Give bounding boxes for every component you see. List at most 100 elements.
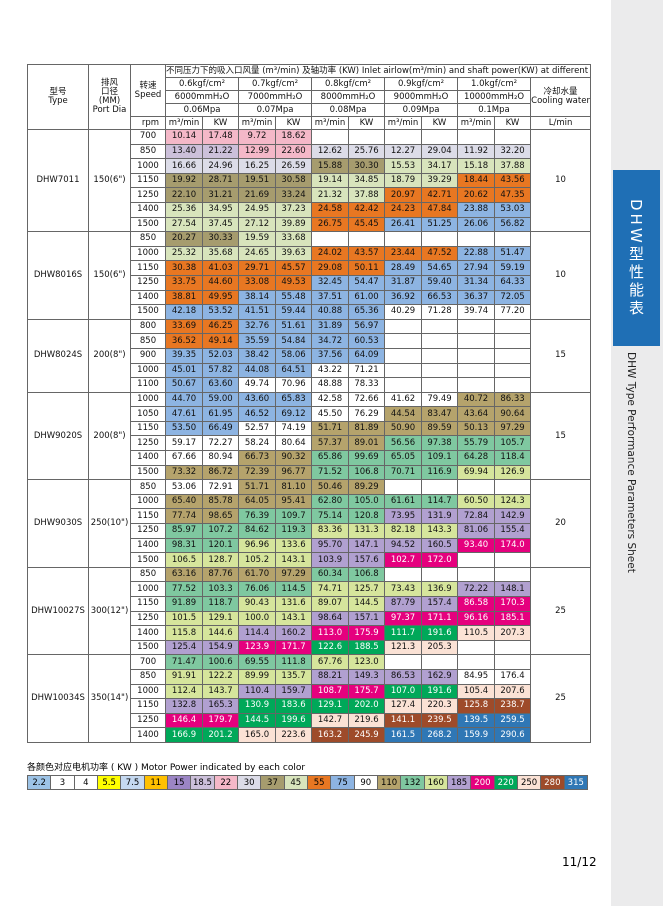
legend-item: 11 [143,775,168,790]
shaft-power: 66.53 [421,289,458,306]
shaft-power: 155.4 [494,523,531,539]
shaft-power: 56.82 [494,216,531,233]
airflow: 15.88 [311,158,349,174]
empty-cell [494,333,531,349]
shaft-power: 41.03 [202,260,239,276]
shaft-power: 135.7 [275,668,312,685]
airflow: 51.71 [238,479,276,495]
data-row: 1150 77.74 98.65 76.39 109.7 75.14 120.8 73.95 1… [28,508,591,525]
data-row: 1250 33.75 44.60 33.08 49.53 32.45 54.47 31.87 5… [28,274,591,291]
shaft-power: 245.9 [348,727,385,743]
shaft-power: 61.00 [348,289,385,306]
shaft-power: 105.7 [494,435,531,452]
shaft-power: 99.69 [348,450,385,466]
shaft-power: 80.64 [275,435,312,452]
empty-cell [384,129,422,145]
airflow: 55.79 [457,435,495,452]
shaft-power: 39.29 [421,172,458,189]
empty-cell [457,654,495,670]
data-row: 1100 50.67 63.60 49.74 70.96 48.88 78.33 [28,377,591,393]
shaft-power: 39.89 [275,216,312,233]
airflow: 93.40 [457,537,495,554]
shaft-power: 63.60 [202,377,239,393]
shaft-power: 44.60 [202,274,239,291]
airflow: 22.88 [457,245,495,262]
rpm: 850 [130,143,166,160]
airflow: 106.5 [165,552,203,568]
airflow: 18.79 [384,172,422,189]
shaft-power: 109.1 [421,450,458,466]
data-row: 900 39.35 52.03 38.42 58.06 37.56 64.09 [28,347,591,364]
legend-item: 45 [283,775,308,790]
airflow: 43.22 [311,362,349,379]
shaft-power: 64.33 [494,274,531,291]
airflow: 107.0 [384,683,422,700]
empty-cell [421,347,458,364]
rpm: 1400 [130,537,166,554]
shaft-power: 54.84 [275,333,312,349]
data-row: 850 91.91 122.2 89.99 135.7 88.21 149.3 86.53 16… [28,668,591,685]
shaft-power: 157.6 [348,552,385,568]
shaft-power: 59.44 [275,304,312,320]
shaft-power: 199.6 [275,712,312,729]
rpm: 1500 [130,304,166,320]
shaft-power: 148.1 [494,581,531,597]
legend-item: 22 [213,775,238,790]
text: 型号 [49,87,67,98]
shaft-power: 144.5 [348,596,385,612]
rpm: 850 [130,231,166,247]
data-row: 1400 98.31 120.1 96.96 133.6 95.70 147.1 94.52 1… [28,537,591,554]
airflow: 9.72 [238,129,276,145]
shaft-power: 53.03 [494,201,531,218]
airflow: 43.64 [457,406,495,422]
shaft-power: 131.9 [421,508,458,525]
airflow: 73.95 [384,508,422,525]
empty-cell [494,566,531,583]
shaft-power: 70.96 [275,377,312,393]
shaft-power: 96.77 [275,464,312,481]
shaft-power: 81.89 [348,420,385,437]
shaft-power: 79.49 [421,391,458,408]
cooling-header: 冷却水量 Cooling water [529,77,592,117]
shaft-power: 100.6 [202,654,239,670]
rpm: 850 [130,668,166,685]
empty-cell [384,479,422,495]
legend-item: 160 [423,775,448,790]
airflow: 42.18 [165,304,203,320]
rpm: 1400 [130,201,166,218]
empty-cell [348,129,385,145]
shaft-power: 56.97 [348,318,385,335]
shaft-power: 239.5 [421,712,458,729]
airflow: 61.61 [384,493,422,510]
shaft-power: 47.84 [421,201,458,218]
shaft-power: 174.0 [494,537,531,554]
unit-power: KW [202,116,239,130]
pressure-mmh2o: 8000mmH₂O [311,90,385,104]
unit-flow: m³/min [238,116,276,130]
airflow: 60.34 [311,566,349,583]
shaft-power: 78.33 [348,377,385,393]
airflow: 82.18 [384,523,422,539]
shaft-power: 97.29 [494,420,531,437]
airflow: 19.92 [165,172,203,189]
data-row: DHW7011 150(6") 700 10.14 17.48 9.72 18.62 10 [27,128,592,233]
shaft-power: 129.1 [202,610,239,627]
data-row: DHW10027S 300(12") 850 63.16 87.76 61.70 97.29… [27,566,592,656]
airflow: 33.75 [165,274,203,291]
airflow: 20.27 [165,231,203,247]
airflow: 84.95 [457,668,495,685]
legend-item: 132 [400,775,425,790]
airflow: 110.5 [457,625,495,641]
airflow: 139.5 [457,712,495,729]
rpm: 1500 [130,216,166,233]
airflow: 88.21 [311,668,349,685]
legend-item: 220 [493,775,518,790]
shaft-power: 77.20 [494,304,531,320]
shaft-power: 268.2 [421,727,458,743]
shaft-power: 47.52 [421,245,458,262]
shaft-power: 175.7 [348,683,385,700]
airflow: 19.14 [311,172,349,189]
shaft-power: 154.9 [202,639,239,656]
pressure-mpa: 0.08Mpa [311,103,385,117]
shaft-power: 54.47 [348,274,385,291]
